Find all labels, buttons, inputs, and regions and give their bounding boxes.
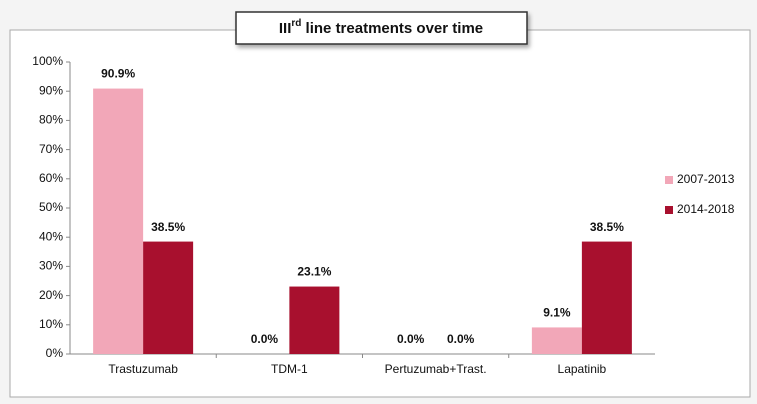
title-box	[235, 11, 528, 45]
y-tick-label: 0%	[46, 346, 64, 360]
y-tick-label: 10%	[39, 317, 63, 331]
x-tick-label: TDM-1	[271, 362, 308, 376]
value-label: 90.9%	[101, 67, 135, 81]
y-tick-label: 60%	[39, 171, 63, 185]
y-tick-label: 40%	[39, 229, 63, 243]
y-tick-label: 90%	[39, 83, 63, 97]
bar	[581, 241, 632, 354]
value-label: 23.1%	[297, 265, 331, 279]
value-label: 0.0%	[447, 332, 475, 346]
title-part: III	[279, 20, 292, 37]
chart-title: IIIrd line treatments over time	[279, 18, 483, 37]
legend-label: 2014-2018	[677, 202, 735, 216]
legend-label: 2007-2013	[677, 172, 735, 186]
y-tick-label: 100%	[32, 54, 63, 68]
legend-swatch	[665, 206, 673, 214]
x-tick-label: Lapatinib	[558, 362, 607, 376]
x-tick-label: Trastuzumab	[108, 362, 178, 376]
title-part: line treatments over time	[301, 20, 483, 37]
title-sup: rd	[291, 18, 301, 29]
value-label: 38.5%	[590, 220, 624, 234]
bar	[289, 286, 340, 354]
y-tick-label: 50%	[39, 200, 63, 214]
bar	[93, 88, 144, 355]
bar	[143, 241, 194, 354]
bar	[531, 327, 582, 354]
legend-swatch	[665, 176, 673, 184]
value-label: 38.5%	[151, 220, 185, 234]
value-label: 0.0%	[251, 332, 279, 346]
x-tick-label: Pertuzumab+Trast.	[385, 362, 487, 376]
y-tick-label: 70%	[39, 142, 63, 156]
value-label: 0.0%	[397, 332, 425, 346]
y-tick-label: 80%	[39, 113, 63, 127]
y-tick-label: 20%	[39, 288, 63, 302]
value-label: 9.1%	[543, 306, 571, 320]
y-tick-label: 30%	[39, 259, 63, 273]
